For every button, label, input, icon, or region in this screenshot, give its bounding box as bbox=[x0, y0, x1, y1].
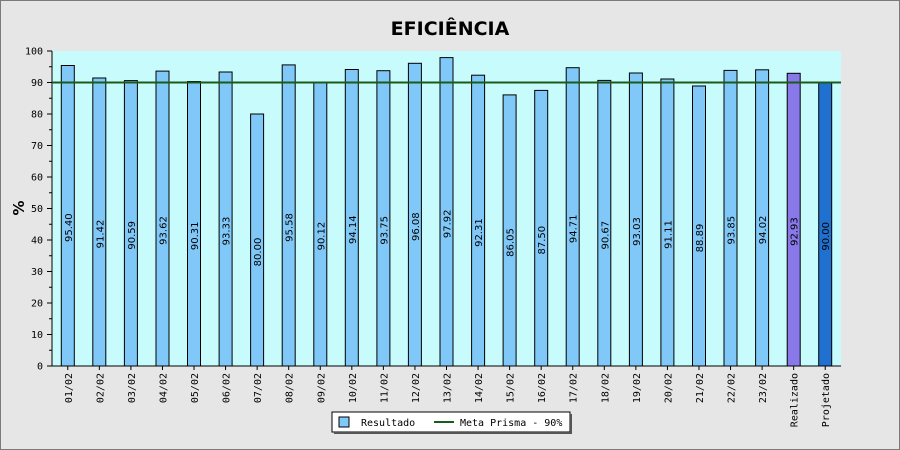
data-label: 93.62 bbox=[159, 216, 170, 245]
x-tick-label: 09/02 bbox=[316, 373, 327, 403]
y-tick-label: 30 bbox=[31, 267, 43, 278]
y-tick-label: 100 bbox=[25, 47, 43, 58]
x-tick-label: 05/02 bbox=[190, 373, 201, 403]
y-tick-label: 50 bbox=[31, 204, 43, 215]
y-tick-label: 60 bbox=[31, 173, 43, 184]
bars: 95.40 91.42 90.59 93.62 90.31 93.33 80.00 95.58… bbox=[60, 57, 833, 367]
data-label: 90.12 bbox=[316, 222, 327, 251]
y-tick-label: 0 bbox=[37, 362, 43, 373]
data-label: 97.92 bbox=[443, 209, 454, 238]
data-label: 94.71 bbox=[569, 214, 580, 243]
y-tick-label: 20 bbox=[31, 299, 43, 310]
data-label: 90.00 bbox=[821, 222, 832, 251]
x-tick-label: 03/02 bbox=[127, 373, 138, 403]
chart-title: EFICIÊNCIA bbox=[391, 17, 510, 40]
legend-label-meta: Meta Prisma - 90% bbox=[460, 418, 562, 429]
data-label: 80.00 bbox=[253, 238, 264, 267]
x-tick-label: 17/02 bbox=[569, 373, 580, 403]
x-tick-label: 02/02 bbox=[95, 373, 106, 403]
legend-shadow-bottom bbox=[334, 432, 572, 434]
x-tick-label: 11/02 bbox=[379, 373, 390, 403]
x-tick-label: 06/02 bbox=[222, 373, 233, 403]
data-label: 93.75 bbox=[379, 216, 390, 245]
x-tick-label: 10/02 bbox=[348, 373, 359, 403]
data-label: 94.02 bbox=[758, 216, 769, 245]
x-axis: 01/02 02/02 03/02 04/02 05/02 06/02 07/02 08/02… bbox=[52, 365, 841, 427]
x-tick-label: 07/02 bbox=[253, 373, 264, 403]
y-axis-label: % bbox=[10, 200, 28, 215]
legend-swatch-resultado bbox=[338, 416, 350, 428]
data-label: 86.05 bbox=[506, 228, 517, 257]
y-tick-label: 90 bbox=[31, 78, 43, 89]
data-label: 90.59 bbox=[127, 221, 138, 250]
x-tick-label: 22/02 bbox=[727, 373, 738, 403]
x-tick-label: 08/02 bbox=[285, 373, 296, 403]
data-label: 92.31 bbox=[474, 218, 485, 247]
x-tick-label: 16/02 bbox=[537, 373, 548, 403]
data-label: 91.42 bbox=[95, 220, 106, 249]
x-tick-label: 21/02 bbox=[695, 373, 706, 403]
y-tick-label: 10 bbox=[31, 330, 43, 341]
data-label: 87.50 bbox=[537, 226, 548, 255]
x-tick-label: 15/02 bbox=[506, 373, 517, 403]
data-label: 93.85 bbox=[727, 216, 738, 245]
x-tick-label: 12/02 bbox=[411, 373, 422, 403]
data-label: 93.33 bbox=[222, 217, 233, 246]
x-tick-label: 14/02 bbox=[474, 373, 485, 403]
data-label: 96.08 bbox=[411, 212, 422, 241]
y-tick-label: 70 bbox=[31, 141, 43, 152]
legend: Resultado Meta Prisma - 90% bbox=[331, 411, 572, 434]
data-label: 92.93 bbox=[790, 217, 801, 246]
data-label: 93.03 bbox=[632, 217, 643, 246]
x-tick-label: Realizado bbox=[790, 373, 801, 427]
y-tick-label: 80 bbox=[31, 110, 43, 121]
x-tick-label: 23/02 bbox=[758, 373, 769, 403]
data-label: 90.31 bbox=[190, 221, 201, 250]
data-label: 95.40 bbox=[64, 213, 75, 242]
data-label: 91.11 bbox=[663, 220, 674, 249]
data-label: 95.58 bbox=[285, 213, 296, 242]
legend-shadow-right bbox=[570, 414, 572, 434]
x-tick-label: 13/02 bbox=[443, 373, 454, 403]
y-axis: 0 10 20 30 40 50 60 70 80 90 100 bbox=[25, 47, 53, 373]
data-label: 88.89 bbox=[695, 224, 706, 253]
x-tick-label: 19/02 bbox=[632, 373, 643, 403]
x-tick-label: 04/02 bbox=[159, 373, 170, 403]
data-label: 90.67 bbox=[600, 221, 611, 250]
data-label: 94.14 bbox=[348, 215, 359, 244]
x-tick-label: 20/02 bbox=[663, 373, 674, 403]
y-tick-label: 40 bbox=[31, 236, 43, 247]
legend-label-resultado: Resultado bbox=[361, 418, 415, 429]
x-tick-label: Projetado bbox=[821, 373, 832, 427]
x-tick-label: 18/02 bbox=[600, 373, 611, 403]
x-tick-label: 01/02 bbox=[64, 373, 75, 403]
